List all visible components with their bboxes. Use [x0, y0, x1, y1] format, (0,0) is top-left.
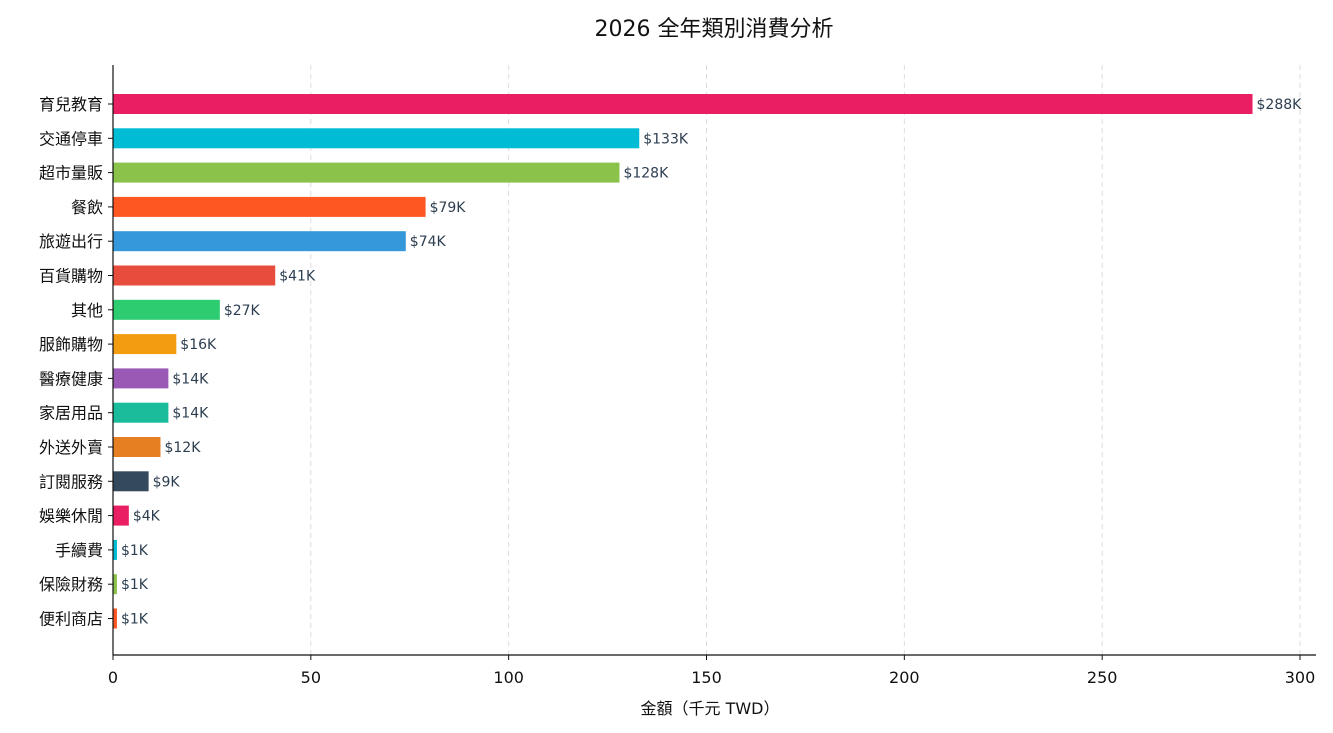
- bar-value-label: $4K: [133, 509, 161, 525]
- category-label: 醫療健康: [39, 369, 103, 388]
- category-label: 家居用品: [39, 404, 103, 423]
- bar: [113, 299, 220, 320]
- bar: [113, 402, 169, 423]
- x-axis-label: 金額（千元 TWD）: [640, 699, 779, 718]
- category-label: 訂閱服務: [39, 472, 103, 491]
- category-label: 交通停車: [39, 129, 103, 148]
- bar: [113, 334, 177, 355]
- bar: [113, 574, 117, 595]
- bar: [113, 196, 426, 217]
- bar-value-label: $74K: [410, 234, 447, 250]
- bar-value-label: $288K: [1257, 97, 1303, 113]
- bar-value-label: $1K: [121, 543, 149, 559]
- x-tick-label: 100: [493, 668, 524, 687]
- category-label: 保險財務: [39, 575, 103, 594]
- bar: [113, 471, 149, 492]
- bars: [113, 94, 1253, 629]
- category-label: 餐飲: [71, 198, 103, 217]
- category-label: 便利商店: [39, 610, 103, 629]
- bar-value-label: $1K: [121, 577, 149, 593]
- category-label: 百貨購物: [39, 267, 103, 286]
- bar-value-label: $14K: [172, 406, 209, 422]
- data-labels: $288K $133K $128K $79K $74K $41K $27K $16K $14K $…: [121, 97, 1302, 628]
- bar-value-label: $9K: [153, 474, 181, 490]
- category-label: 娛樂休閒: [39, 507, 103, 526]
- bar-value-label: $16K: [180, 337, 217, 353]
- category-label: 服飾購物: [39, 335, 103, 354]
- bar-value-label: $133K: [643, 131, 689, 147]
- category-label: 其他: [71, 301, 103, 320]
- category-label: 旅遊出行: [39, 232, 103, 251]
- x-tick-label: 200: [889, 668, 920, 687]
- x-tick-label: 300: [1285, 668, 1316, 687]
- chart-title: 2026 全年類別消費分析: [595, 17, 834, 42]
- bar-value-label: $12K: [164, 440, 201, 456]
- grid-lines: [310, 65, 1301, 655]
- bar: [113, 231, 406, 252]
- bar-value-label: $128K: [623, 166, 669, 182]
- bar: [113, 368, 169, 389]
- bar: [113, 539, 117, 560]
- bar-value-label: $27K: [224, 303, 261, 319]
- bar-value-label: $14K: [172, 371, 209, 387]
- x-tick-label: 0: [108, 668, 118, 687]
- bar: [113, 437, 161, 457]
- x-tick-label: 250: [1087, 668, 1118, 687]
- bar-value-label: $41K: [279, 269, 316, 285]
- category-label: 外送外賣: [39, 438, 103, 457]
- bar: [113, 265, 276, 286]
- y-tick-labels: 育兒教育交通停車超市量販餐飲旅遊出行百貨購物其他服飾購物醫療健康家居用品外送外賣…: [39, 95, 113, 629]
- bar: [113, 94, 1253, 114]
- bar: [113, 162, 620, 183]
- bar: [113, 608, 117, 629]
- category-label: 育兒教育: [39, 95, 103, 114]
- bar: [113, 128, 640, 149]
- category-label: 手續費: [55, 541, 103, 560]
- x-tick-label: 150: [691, 668, 722, 687]
- x-tick-labels: 0 50 100 150 200 250 300: [108, 655, 1315, 687]
- bar-value-label: $1K: [121, 612, 149, 628]
- category-label: 超市量販: [39, 164, 103, 183]
- x-tick-label: 50: [301, 668, 321, 687]
- bar-value-label: $79K: [430, 200, 467, 216]
- bar: [113, 505, 129, 526]
